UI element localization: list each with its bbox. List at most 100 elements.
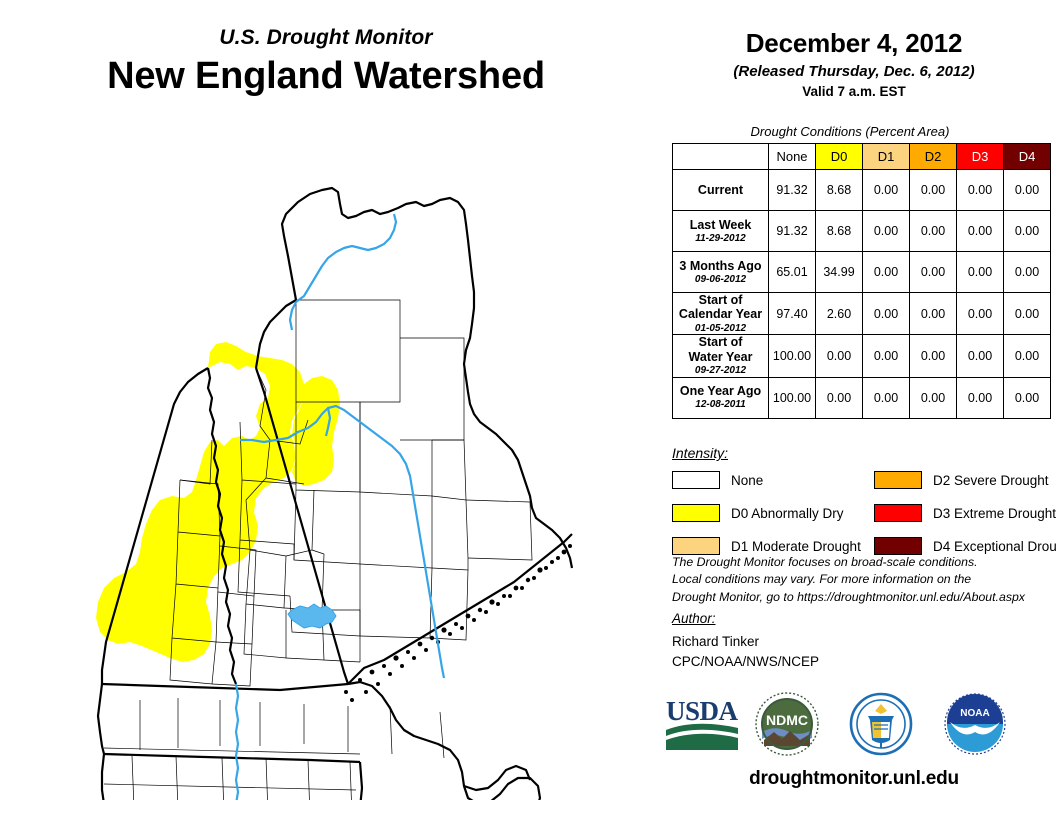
table-cell-none: 100.00 [768, 334, 816, 378]
row-label: Start of Calendar Year 01-05-2012 [672, 291, 769, 336]
legend-swatch-d1 [672, 537, 720, 555]
legend-swatch-d2 [874, 471, 922, 489]
row-label-text: One Year Ago [679, 384, 762, 399]
map-state-lines [96, 186, 574, 800]
legend-item-d1: D1 Moderate Drought [672, 534, 861, 558]
table-cell-d2: 0.00 [909, 251, 957, 293]
page-title: New England Watershed [107, 55, 545, 98]
table-cell-d0: 2.60 [815, 291, 863, 336]
table-row: Last Week 11-29-2012 91.32 8.68 0.00 0.00 0.00… [672, 210, 1051, 252]
map-panel: U.S. Drought Monitor New England Watersh… [0, 26, 652, 800]
svg-text:NDMC: NDMC [766, 712, 808, 728]
table-cell-d4: 0.00 [1003, 210, 1051, 252]
svg-text:NOAA: NOAA [960, 708, 989, 719]
date-block: December 4, 2012 (Released Thursday, Dec… [652, 28, 1056, 99]
legend-item-d2: D2 Severe Drought [874, 468, 1056, 492]
table-header-row: None D0 D1 D2 D3 D4 [672, 143, 1051, 170]
table-cell-d2: 0.00 [909, 210, 957, 252]
table-cell-d1: 0.00 [862, 291, 910, 336]
row-label: Last Week 11-29-2012 [672, 210, 769, 252]
row-label-text: Start of [698, 335, 743, 350]
table-corner-cell [672, 143, 769, 170]
table-cell-none: 97.40 [768, 291, 816, 336]
svg-text:USDA: USDA [666, 696, 739, 726]
legend-item-none: None [672, 468, 861, 492]
author-affiliation: CPC/NOAA/NWS/NCEP [672, 653, 820, 669]
row-label-text: Calendar Year [678, 307, 763, 322]
title-block: U.S. Drought Monitor New England Watersh… [0, 26, 652, 99]
table-cell-d4: 0.00 [1003, 251, 1051, 293]
table-cell-none: 100.00 [768, 376, 816, 419]
table-body: Current 91.32 8.68 0.00 0.00 0.00 0.00 Last Wee… [672, 169, 1051, 419]
table-cell-d0: 8.68 [815, 210, 863, 252]
legend-column-right: D2 Severe Drought D3 Extreme Drought D4 Ex… [874, 468, 1056, 567]
row-date: 09-27-2012 [694, 365, 747, 376]
table-cell-none: 91.32 [768, 210, 816, 252]
note-line-2: Local conditions may vary. For more info… [672, 572, 972, 587]
row-label: Current [672, 169, 769, 211]
table-cell-d1: 0.00 [862, 210, 910, 252]
note-line-3[interactable]: Drought Monitor, go to https://droughtmo… [672, 589, 1025, 604]
note-line-1: The Drought Monitor focuses on broad-sca… [672, 555, 978, 569]
author-block: Richard Tinker CPC/NOAA/NWS/NCEP [672, 632, 819, 671]
row-label-text: Start of [698, 293, 743, 307]
table-cell-d0: 0.00 [815, 334, 863, 378]
legend-swatch-d3 [874, 504, 922, 522]
author-name: Richard Tinker [672, 634, 760, 649]
author-heading: Author: [672, 611, 716, 626]
legend-label-d0: D0 Abnormally Dry [731, 505, 844, 521]
table-cell-d2: 0.00 [909, 376, 957, 419]
table-header: None D0 D1 D2 D3 D4 [672, 143, 1051, 170]
drought-conditions-table: None D0 D1 D2 D3 D4 Current 91.32 8.68 0.00… [672, 143, 1051, 419]
row-label-text: Current [697, 182, 744, 197]
table-cell-d2: 0.00 [909, 291, 957, 336]
info-panel: December 4, 2012 (Released Thursday, Dec… [652, 0, 1056, 816]
table-row: Current 91.32 8.68 0.00 0.00 0.00 0.00 [672, 169, 1051, 211]
usdoc-seal[interactable] [848, 692, 914, 761]
row-date: 01-05-2012 [694, 322, 747, 334]
column-header-none: None [768, 143, 816, 170]
legend-label-d4: D4 Exceptional Drought [933, 538, 1056, 554]
row-date: 12-08-2011 [695, 399, 746, 411]
noaa-logo[interactable]: NOAA [942, 692, 1008, 761]
map-county-lines [103, 299, 533, 800]
map-rivers [234, 213, 446, 800]
column-header-d1: D1 [862, 143, 910, 170]
issue-date: December 4, 2012 [745, 28, 963, 58]
map-coastal-detail [344, 544, 572, 702]
table-cell-d0: 8.68 [815, 169, 863, 211]
table-caption: Drought Conditions (Percent Area) [750, 124, 950, 139]
map-svg [96, 186, 574, 800]
table-cell-d0: 0.00 [815, 376, 863, 419]
table-cell-d3: 0.00 [956, 334, 1004, 378]
drought-map[interactable] [60, 140, 620, 800]
row-date: 09-06-2012 [694, 273, 747, 285]
legend-label-d1: D1 Moderate Drought [731, 538, 861, 554]
table-row: Start of Water Year 09-27-2012 100.00 0.00 0.… [672, 334, 1051, 378]
legend-swatch-d0 [672, 504, 720, 522]
legend-swatch-d4 [874, 537, 922, 555]
table-cell-d0: 34.99 [815, 251, 863, 293]
table-cell-d1: 0.00 [862, 376, 910, 419]
table-cell-none: 91.32 [768, 169, 816, 211]
legend-label-none: None [731, 472, 764, 488]
legend-item-d0: D0 Abnormally Dry [672, 501, 861, 525]
row-label: 3 Months Ago 09-06-2012 [672, 251, 769, 293]
intensity-heading: Intensity: [672, 445, 729, 461]
table-row: One Year Ago 12-08-2011 100.00 0.00 0.00 0.00… [672, 376, 1051, 419]
column-header-d3: D3 [956, 143, 1004, 170]
table-cell-d4: 0.00 [1003, 376, 1051, 419]
table-row: Start of Calendar Year 01-05-2012 97.40 2.60… [672, 291, 1051, 336]
ndmc-logo[interactable]: NDMC [754, 692, 820, 761]
table-cell-d1: 0.00 [862, 169, 910, 211]
legend-label-d2: D2 Severe Drought [933, 472, 1049, 488]
row-label-text: Last Week [689, 217, 752, 232]
table-cell-d3: 0.00 [956, 251, 1004, 293]
agency-title: U.S. Drought Monitor [219, 26, 433, 49]
table-cell-d4: 0.00 [1003, 169, 1051, 211]
website-url[interactable]: droughtmonitor.unl.edu [749, 768, 959, 789]
legend-item-d3: D3 Extreme Drought [874, 501, 1056, 525]
row-label-text: 3 Months Ago [679, 258, 762, 273]
table-cell-none: 65.01 [768, 251, 816, 293]
usda-logo[interactable]: USDA [664, 692, 740, 759]
